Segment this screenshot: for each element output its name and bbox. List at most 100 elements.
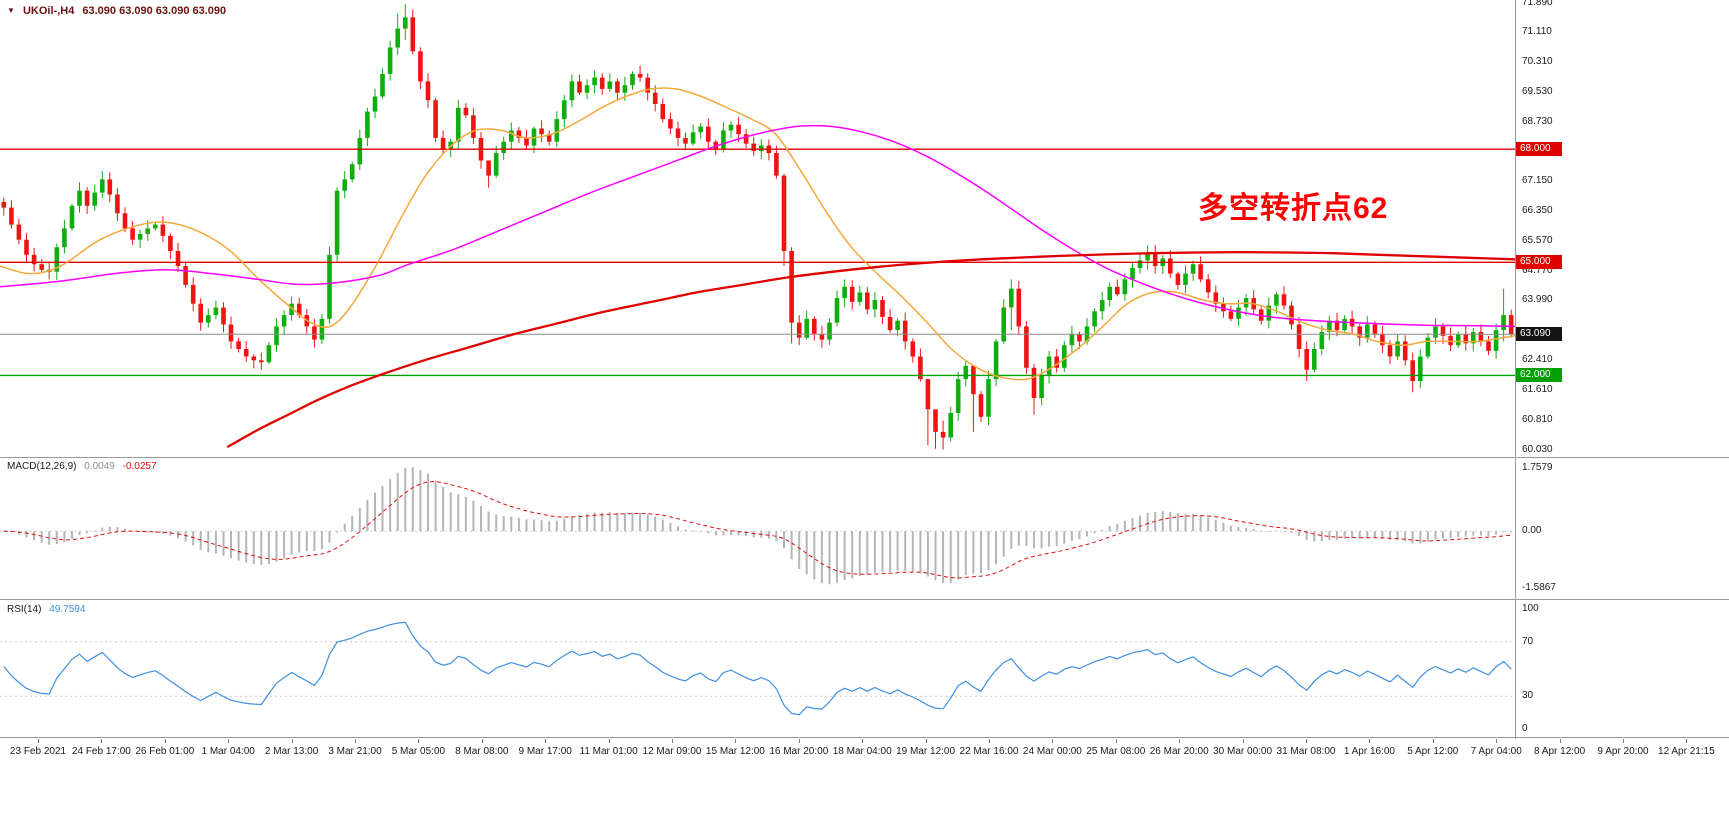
- time-tick: [1306, 739, 1307, 743]
- time-tick: [1496, 739, 1498, 743]
- price-tick-label: 63.990: [1522, 294, 1553, 306]
- time-label: 1 Mar 04:00: [201, 746, 255, 757]
- time-tick: [1369, 739, 1371, 743]
- time-tick: [1686, 739, 1688, 743]
- time-tick: [1115, 739, 1117, 743]
- price-badge: 68.000: [1516, 142, 1562, 157]
- macd-name: MACD(12,26,9): [7, 461, 77, 472]
- time-tick: [1242, 739, 1244, 743]
- time-label: 5 Apr 12:00: [1407, 746, 1459, 757]
- rsi-canvas[interactable]: [0, 601, 1515, 737]
- pane-separator[interactable]: [0, 457, 1729, 458]
- price-tick-label: 62.410: [1522, 353, 1553, 365]
- macd-header: MACD(12,26,9) 0.0049 -0.0257: [7, 461, 162, 472]
- time-label: 5 Mar 05:00: [391, 746, 446, 757]
- time-label: 19 Mar 12:00: [896, 746, 956, 757]
- time-tick: [1432, 739, 1434, 743]
- pane-separator[interactable]: [0, 737, 1729, 738]
- time-label: 8 Mar 08:00: [455, 746, 509, 757]
- chart-header: ▼ UKOil-,H4 63.090 63.090 63.090 63.090: [7, 5, 231, 17]
- axis-separator: [1515, 0, 1516, 739]
- price-tick-label: 70.310: [1522, 56, 1553, 68]
- symbol-timeframe-label: UKOil-,H4: [22, 5, 75, 17]
- time-tick: [418, 739, 420, 743]
- annotation-text[interactable]: 多空转折点62: [1198, 192, 1389, 225]
- rsi-scale-label: 70: [1522, 635, 1534, 647]
- time-label: 9 Mar 17:00: [518, 746, 572, 757]
- price-tick-label: 67.150: [1522, 175, 1553, 187]
- time-label: 7 Apr 04:00: [1470, 746, 1522, 757]
- time-tick: [481, 739, 483, 743]
- time-tick: [672, 739, 673, 743]
- time-tick: [1559, 739, 1561, 743]
- time-label: 18 Mar 04:00: [832, 746, 892, 757]
- time-tick: [1052, 739, 1054, 743]
- price-tick-label: 71.110: [1522, 26, 1552, 37]
- time-label: 30 Mar 00:00: [1213, 746, 1273, 757]
- time-tick: [798, 739, 800, 743]
- time-label: 16 Mar 20:00: [769, 746, 829, 757]
- rsi-name: RSI(14): [7, 604, 42, 615]
- time-label: 24 Mar 00:00: [1022, 746, 1082, 757]
- time-label: 2 Mar 13:00: [264, 746, 319, 757]
- main-chart-canvas[interactable]: [0, 0, 1515, 456]
- time-tick: [735, 739, 737, 743]
- price-tick-label: 60.030: [1522, 443, 1553, 455]
- time-label: 1 Apr 16:00: [1343, 746, 1395, 757]
- time-tick: [608, 739, 610, 743]
- time-label: 15 Mar 12:00: [705, 746, 765, 757]
- price-badge: 63.090: [1516, 327, 1562, 342]
- rsi-scale-label: 30: [1522, 690, 1534, 702]
- price-tick-label: 60.810: [1522, 414, 1553, 426]
- time-tick: [925, 739, 927, 743]
- rsi-header: RSI(14) 49.7594: [7, 604, 90, 615]
- time-tick: [1179, 739, 1181, 743]
- macd-signal-value: -0.0257: [122, 461, 157, 472]
- price-tick-label: 64.770: [1522, 265, 1553, 276]
- price-tick-label: 69.530: [1522, 85, 1553, 97]
- time-tick: [545, 739, 547, 743]
- time-tick: [164, 739, 166, 743]
- time-tick: [291, 739, 293, 743]
- time-label: 8 Apr 12:00: [1534, 746, 1586, 757]
- time-label: 25 Mar 08:00: [1086, 746, 1146, 757]
- price-tick-label: 65.570: [1522, 234, 1553, 246]
- macd-scale-label: 1.7579: [1522, 462, 1553, 474]
- time-label: 26 Mar 20:00: [1149, 746, 1209, 757]
- macd-main-value: 0.0049: [84, 461, 115, 472]
- time-tick: [38, 739, 39, 743]
- macd-scale-label: -1.5867: [1522, 581, 1556, 593]
- time-tick: [1623, 739, 1624, 743]
- price-badge: 65.000: [1516, 255, 1562, 270]
- time-tick: [355, 739, 356, 743]
- price-badge: 62.000: [1516, 368, 1562, 383]
- pane-separator[interactable]: [0, 599, 1729, 600]
- time-label: 12 Mar 09:00: [642, 746, 702, 757]
- price-axis[interactable]: 71.890 71.110 70.310 69.530 68.730 67.150 66.3…: [1516, 0, 1728, 739]
- time-label: 31 Mar 08:00: [1276, 746, 1336, 757]
- time-label: 22 Mar 16:00: [959, 746, 1019, 757]
- price-tick-label: 66.350: [1522, 205, 1553, 217]
- price-tick-label: 71.890: [1522, 0, 1553, 8]
- time-label: 23 Feb 2021: [9, 746, 67, 757]
- price-tick-label: 68.730: [1522, 115, 1553, 127]
- time-label: 3 Mar 21:00: [328, 746, 382, 757]
- price-tick-label: 61.610: [1522, 384, 1553, 395]
- time-label: 26 Feb 01:00: [135, 746, 195, 757]
- time-axis[interactable]: 23 Feb 2021 24 Feb 17:00 26 Feb 01:00 1 Mar…: [0, 739, 1729, 769]
- rsi-scale-label: 100: [1522, 603, 1539, 614]
- triangle-down-icon: ▼: [7, 6, 15, 15]
- time-tick: [862, 739, 864, 743]
- macd-canvas[interactable]: [0, 458, 1515, 599]
- time-tick: [989, 739, 990, 743]
- time-label: 11 Mar 01:00: [579, 746, 638, 757]
- rsi-scale-label: 0: [1522, 723, 1528, 734]
- time-label: 24 Feb 17:00: [71, 746, 131, 757]
- time-tick: [101, 739, 103, 743]
- time-label: 12 Apr 21:15: [1658, 746, 1715, 757]
- ohlc-values: 63.090 63.090 63.090 63.090: [82, 5, 227, 17]
- time-label: 9 Apr 20:00: [1597, 746, 1649, 757]
- macd-scale-label: 0.00: [1522, 525, 1542, 537]
- rsi-value: 49.7594: [49, 604, 86, 615]
